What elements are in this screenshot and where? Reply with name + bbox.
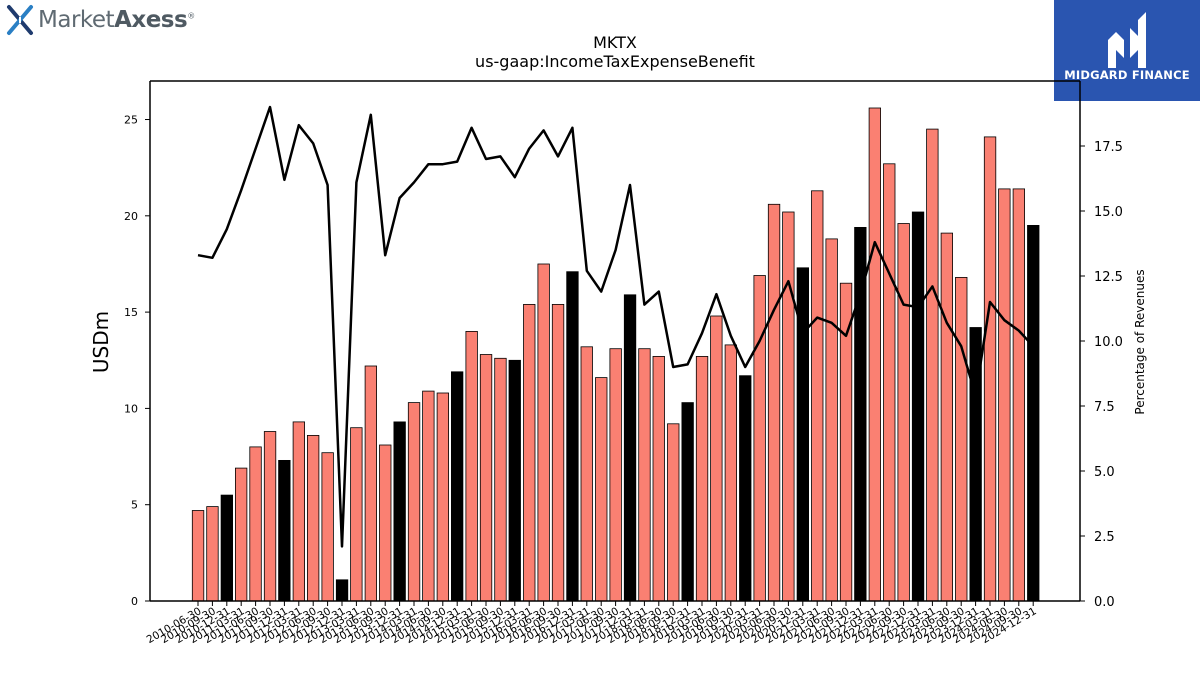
- bar-2019-09-30: [724, 344, 737, 602]
- y-tick-label: 10: [124, 402, 138, 415]
- bar-2013-12-31: [393, 421, 406, 602]
- midgard-emblem-icon: [1108, 12, 1146, 68]
- bar-2022-09-30: [897, 223, 910, 602]
- bar-2019-06-30: [710, 315, 723, 602]
- bar-2024-09-30: [1012, 188, 1025, 602]
- bar-2017-03-31: [580, 346, 593, 602]
- bar-2010-12-31: [220, 494, 234, 602]
- bar-2019-12-31: [739, 375, 752, 602]
- percentage-of-revenues-line: [197, 105, 1035, 548]
- y2-tick-label: 15.0: [1094, 205, 1123, 220]
- bar-2020-03-31: [753, 275, 766, 602]
- y-tick-label: 20: [124, 210, 138, 223]
- bar-2014-03-31: [407, 402, 421, 602]
- chart-title: MKTX: [593, 33, 637, 52]
- bar-2012-12-31: [335, 579, 349, 602]
- bar-2011-12-31: [278, 459, 291, 602]
- bar-2016-06-30: [537, 263, 550, 602]
- bar-2011-09-30: [263, 431, 277, 602]
- bar-2023-09-30: [955, 276, 968, 602]
- bar-2018-06-30: [652, 355, 665, 602]
- y-tick-label: 25: [124, 114, 138, 127]
- bar-2017-12-31: [623, 294, 637, 602]
- midgard-finance-text: MIDGARD FINANCE: [1064, 68, 1190, 82]
- marketaxess-x-icon: [7, 5, 33, 35]
- percentage-line-group: [197, 105, 1035, 548]
- bar-2016-03-31: [523, 303, 536, 602]
- bar-2017-09-30: [609, 348, 622, 602]
- bar-2018-03-31: [638, 348, 651, 602]
- bar-2015-12-31: [508, 359, 521, 602]
- bar-2014-09-30: [436, 392, 450, 602]
- y2-tick-label: 17.5: [1094, 140, 1123, 155]
- bar-2019-03-31: [695, 355, 709, 602]
- bar-2014-12-31: [450, 371, 464, 602]
- bar-2016-09-30: [551, 303, 565, 602]
- marketaxess-wordmark: MarketAxess®: [38, 7, 195, 33]
- y2-axis-label: Percentage of Revenues: [1133, 269, 1147, 414]
- bar-2018-09-30: [667, 423, 680, 602]
- bar-2013-09-30: [379, 444, 392, 602]
- y2-tick-label: 5.0: [1094, 465, 1115, 480]
- bar-2021-03-31: [811, 190, 824, 602]
- bar-2024-03-31: [983, 136, 997, 602]
- y-tick-label: 5: [131, 499, 138, 512]
- y2-tick-label: 10.0: [1094, 335, 1123, 350]
- bar-2010-09-30: [206, 506, 219, 602]
- y2-tick-label: 0.0: [1094, 595, 1115, 610]
- bar-2012-06-30: [306, 434, 320, 602]
- chart-subtitle: us-gaap:IncomeTaxExpenseBenefit: [475, 52, 755, 71]
- midgard-finance-logo: MIDGARD FINANCE: [1054, 0, 1200, 101]
- bar-2013-03-31: [350, 427, 363, 602]
- bar-2022-12-31: [911, 211, 925, 602]
- bar-2022-06-30: [883, 163, 896, 602]
- y-axis-label: USDm: [89, 311, 113, 373]
- bar-2013-06-30: [364, 365, 378, 602]
- bar-2017-06-30: [595, 377, 608, 602]
- bar-2016-12-31: [566, 271, 579, 602]
- bars-group: [191, 107, 1040, 602]
- bar-2022-03-31: [868, 107, 881, 602]
- bar-2014-06-30: [422, 390, 435, 602]
- bar-2018-12-31: [681, 402, 694, 602]
- y2-tick-label: 7.5: [1094, 400, 1115, 415]
- bar-2020-06-30: [767, 203, 781, 602]
- bar-2023-06-30: [940, 232, 953, 602]
- bar-2011-06-30: [249, 446, 262, 602]
- marketaxess-logo: MarketAxess®: [6, 4, 195, 36]
- bar-2015-06-30: [479, 354, 493, 602]
- bar-2021-06-30: [825, 238, 838, 602]
- bar-2012-09-30: [321, 452, 334, 602]
- bar-2010-06-30: [191, 510, 205, 602]
- bar-2015-09-30: [494, 357, 507, 602]
- y2-tick-label: 12.5: [1094, 270, 1123, 285]
- bar-2011-03-31: [234, 467, 248, 602]
- y-tick-label: 15: [124, 306, 138, 319]
- bar-2015-03-31: [465, 330, 478, 602]
- axes-group: 05101520250.02.55.07.510.012.515.017.520…: [124, 80, 1123, 646]
- bar-2024-06-30: [998, 188, 1011, 602]
- y2-tick-label: 2.5: [1094, 530, 1115, 545]
- bar-2023-03-31: [926, 128, 939, 602]
- y-tick-label: 0: [131, 595, 138, 608]
- bar-2020-09-30: [782, 211, 795, 602]
- bar-2024-12-31: [1027, 224, 1040, 602]
- bar-2012-03-31: [292, 421, 306, 602]
